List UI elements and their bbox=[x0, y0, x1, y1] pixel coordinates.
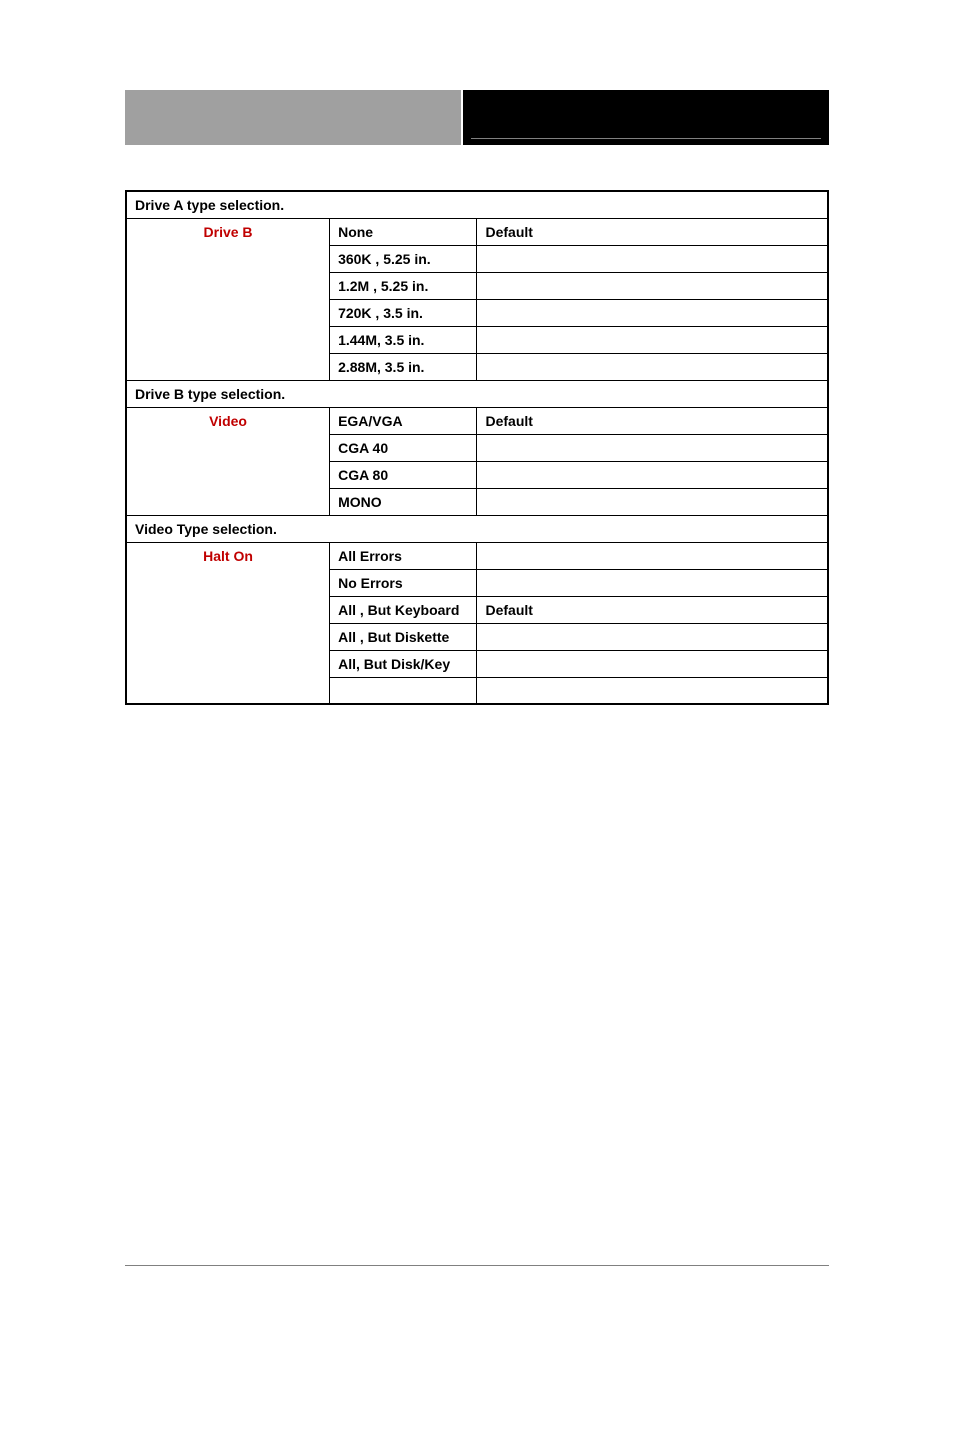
option-default bbox=[477, 543, 828, 570]
option-value bbox=[330, 678, 477, 704]
table-row: Drive B type selection. bbox=[126, 381, 828, 408]
option-value: All, But Disk/Key bbox=[330, 651, 477, 678]
option-default bbox=[477, 651, 828, 678]
option-default bbox=[477, 246, 828, 273]
option-default bbox=[477, 435, 828, 462]
section-header: Drive B type selection. bbox=[126, 381, 828, 408]
section-header: Drive A type selection. bbox=[126, 191, 828, 219]
option-value: All , But Diskette bbox=[330, 624, 477, 651]
option-default: Default bbox=[477, 597, 828, 624]
option-value: None bbox=[330, 219, 477, 246]
option-default bbox=[477, 462, 828, 489]
option-value: All Errors bbox=[330, 543, 477, 570]
option-value: All , But Keyboard bbox=[330, 597, 477, 624]
option-default bbox=[477, 354, 828, 381]
header-right-block bbox=[463, 90, 829, 145]
option-default bbox=[477, 300, 828, 327]
section-header: Video Type selection. bbox=[126, 516, 828, 543]
option-default bbox=[477, 327, 828, 354]
option-default bbox=[477, 678, 828, 704]
row-label: Drive B bbox=[126, 219, 330, 381]
option-default bbox=[477, 570, 828, 597]
option-value: CGA 80 bbox=[330, 462, 477, 489]
table-row: Video Type selection. bbox=[126, 516, 828, 543]
row-label: Halt On bbox=[126, 543, 330, 704]
header-left-block bbox=[125, 90, 463, 145]
option-value: No Errors bbox=[330, 570, 477, 597]
option-default bbox=[477, 624, 828, 651]
option-default bbox=[477, 273, 828, 300]
option-value: 720K , 3.5 in. bbox=[330, 300, 477, 327]
option-value: MONO bbox=[330, 489, 477, 516]
settings-table: Drive A type selection. Drive B None Def… bbox=[125, 190, 829, 705]
row-label: Video bbox=[126, 408, 330, 516]
table-row: Halt On All Errors bbox=[126, 543, 828, 570]
table-row: Video EGA/VGA Default bbox=[126, 408, 828, 435]
option-default: Default bbox=[477, 219, 828, 246]
option-default bbox=[477, 489, 828, 516]
table-row: Drive B None Default bbox=[126, 219, 828, 246]
option-value: 1.2M , 5.25 in. bbox=[330, 273, 477, 300]
option-value: 360K , 5.25 in. bbox=[330, 246, 477, 273]
table-row: Drive A type selection. bbox=[126, 191, 828, 219]
footer-divider bbox=[125, 1265, 829, 1266]
option-value: 1.44M, 3.5 in. bbox=[330, 327, 477, 354]
option-value: EGA/VGA bbox=[330, 408, 477, 435]
option-value: 2.88M, 3.5 in. bbox=[330, 354, 477, 381]
option-value: CGA 40 bbox=[330, 435, 477, 462]
page-header bbox=[125, 90, 829, 145]
option-default: Default bbox=[477, 408, 828, 435]
